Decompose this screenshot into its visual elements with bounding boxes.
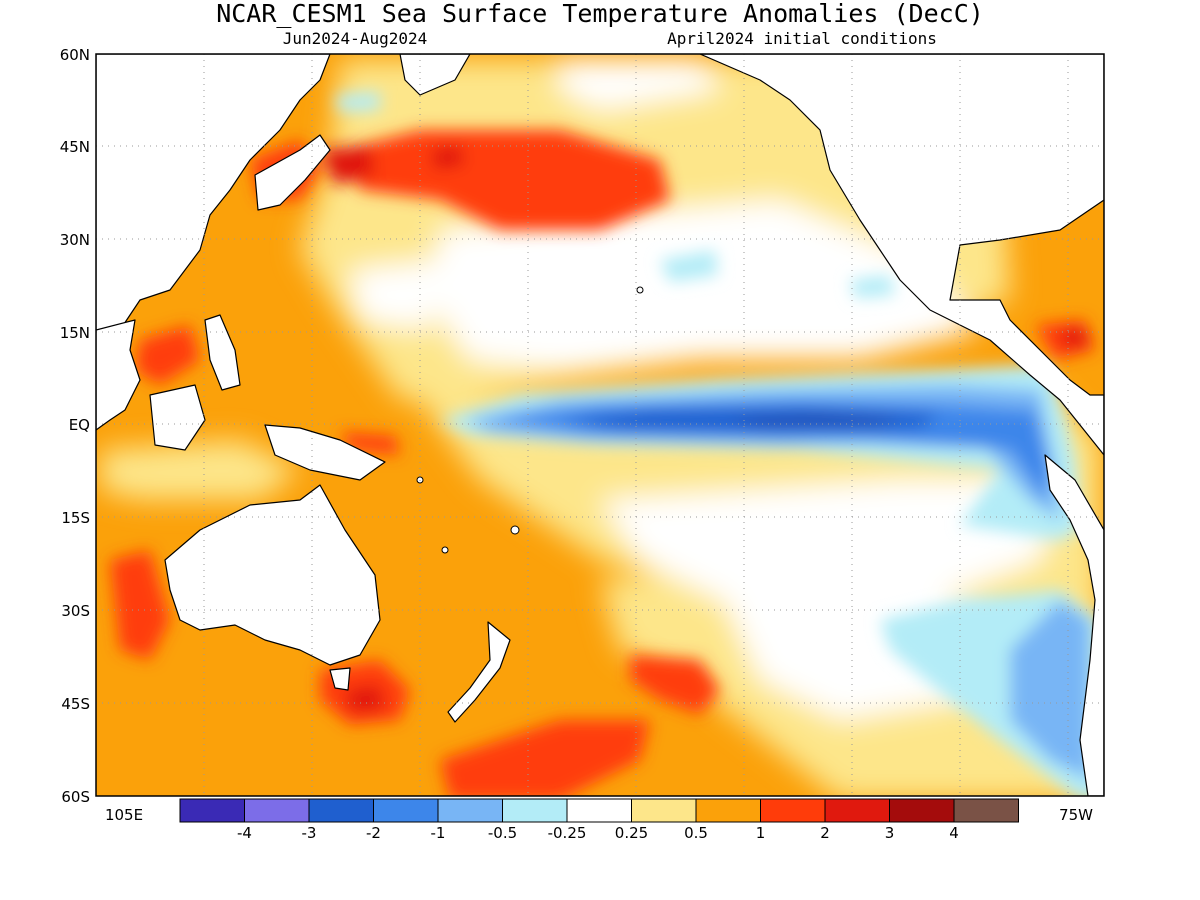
lat-label-60s: 60S [61,788,90,806]
cool-anomaly-core [730,412,900,428]
lat-label-eq: EQ [69,416,90,434]
colorbar-swatch [953,798,1019,823]
colorbar-swatch [695,798,761,823]
warm-anomaly-npac-core [340,130,670,230]
colorbar-tick-label: -3 [302,824,317,842]
neutral-region-tropics-south [600,480,1060,620]
island-hawaii [636,286,644,294]
colorbar-tick-label: -4 [237,824,252,842]
colorbar-swatch [889,798,955,823]
yellow-region-sw [100,440,300,500]
landmass-philippines [204,314,241,391]
warm-anomaly-scs [135,325,200,385]
graticule [96,54,1104,796]
season-subtitle: Jun2024-Aug2024 [283,29,428,48]
warm-anomaly-south-strip [440,720,650,796]
landmass-new-guinea [264,424,386,481]
hot-anomaly-tasman [345,685,385,712]
colorbar-tick-label: -0.5 [488,824,517,842]
plot-frame [95,53,1105,797]
colorbar-tick-label: 1 [756,824,766,842]
colorbar-tick-label: 3 [885,824,895,842]
neutral-region-north-top [560,58,720,110]
warm-anomaly-spac [630,655,720,715]
cool-anomaly-sepac-mid [1010,600,1090,780]
landmass-tasmania [329,667,351,691]
map-title: NCAR_CESM1 Sea Surface Temperature Anoma… [216,0,984,28]
island-fiji [510,525,520,535]
landmass-new-zealand [447,621,511,723]
neutral-region-npac [430,200,980,370]
colorbar-swatch [502,798,568,823]
lat-label-15n: 15N [60,324,90,342]
colorbar-swatch [566,798,632,823]
landmass-south-america [1044,454,1104,796]
cool-anomaly-hawaii [660,250,718,282]
landmass-borneo [149,384,206,451]
lon-label-east: 75W [1059,806,1093,824]
hot-anomaly-kuroshio [320,145,375,185]
colorbar-tick-label: -2 [366,824,381,842]
lat-label-15s: 15S [61,509,90,527]
land-masses [96,54,1104,796]
hot-anomaly-npac [430,145,465,170]
lat-label-30s: 30S [61,602,90,620]
colorbar-swatch [824,798,890,823]
landmass-japan [254,134,331,211]
colorbar-swatch [244,798,310,823]
colorbar-tick-label: 2 [820,824,830,842]
colorbar-swatch [437,798,503,823]
island-specks [416,286,644,554]
landmass-indochina [96,319,141,431]
cool-anomaly-ca [850,275,895,298]
latitude-labels: 60N 45N 30N 15N EQ 15S 30S 45S 60S [60,46,90,806]
warm-anomaly-indian-ocean [110,550,170,660]
cool-anomaly-north [335,92,380,112]
hot-anomaly-gulf [1060,328,1090,348]
colorbar: -4 -3 -2 -1 -0.5 -0.25 0.25 0.5 1 2 3 4 [179,798,1019,842]
colorbar-swatch [179,798,245,823]
lat-label-60n: 60N [60,46,90,64]
neutral-region-nwpac [350,260,440,330]
sst-anomaly-field [96,54,1104,796]
colorbar-swatch [373,798,439,823]
colorbar-tick-label: -1 [431,824,446,842]
lat-label-30n: 30N [60,231,90,249]
colorbar-tick-label: -0.25 [548,824,587,842]
lon-label-west: 105E [105,806,143,824]
colorbar-swatch [760,798,826,823]
lat-label-45s: 45S [61,695,90,713]
initial-conditions-subtitle: April2024 initial conditions [667,29,937,48]
colorbar-tick-label: 0.5 [684,824,708,842]
colorbar-swatch [308,798,374,823]
colorbar-tick-label: 4 [949,824,959,842]
colorbar-tick-label: 0.25 [615,824,648,842]
island-new-caledonia [441,546,449,554]
colorbar-swatch [631,798,697,823]
landmass-north-america [699,54,1104,456]
lat-label-45n: 45N [60,138,90,156]
landmass-australia [164,484,381,666]
landmass-kamchatka [399,54,471,96]
